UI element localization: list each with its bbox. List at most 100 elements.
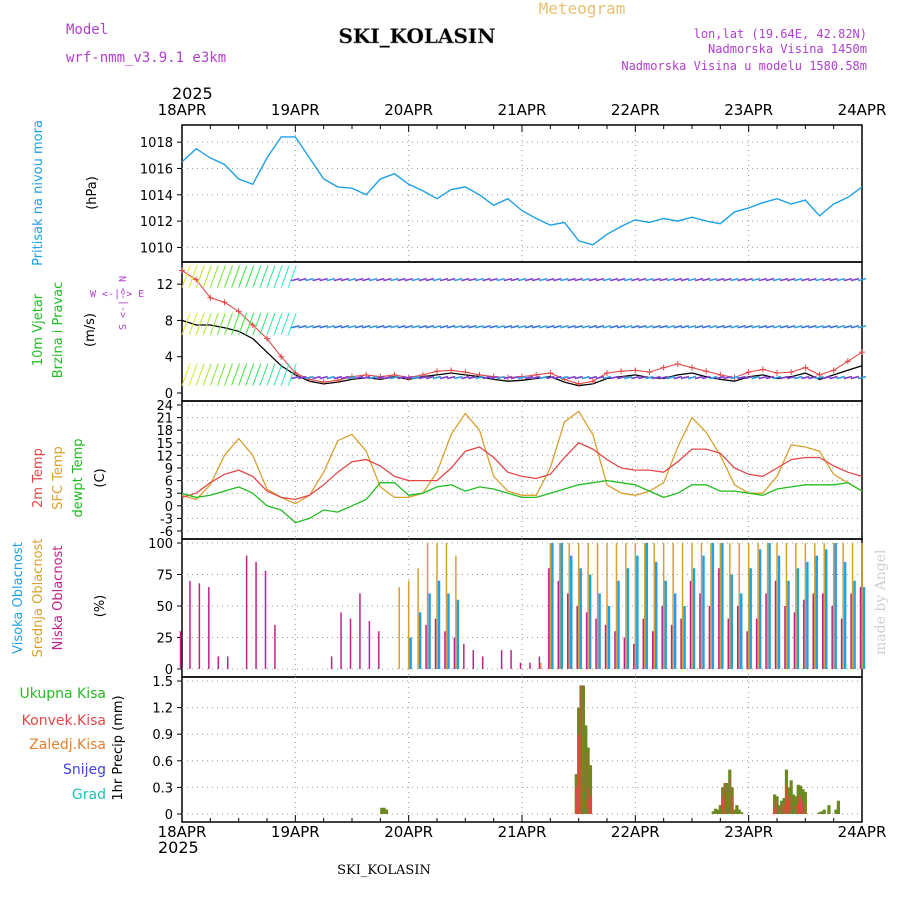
wind-barb	[425, 325, 435, 329]
wind-barb	[418, 375, 428, 380]
wind-gust-marker	[646, 369, 653, 376]
wind-barb	[553, 277, 562, 282]
wind-barb	[312, 277, 321, 282]
wind-barb	[266, 312, 276, 335]
wind-ytick-label: 4	[165, 351, 173, 366]
wind-barb	[439, 375, 449, 380]
wind-barb	[202, 363, 212, 386]
precip-total-bar	[817, 812, 822, 814]
wind-axis-label-1: 10m Vjetar	[31, 293, 46, 366]
wind-barb	[496, 277, 505, 282]
pressure-ytick-label: 1016	[140, 162, 173, 177]
wind-barb	[716, 277, 725, 282]
meteogram-label: Meteogram	[539, 0, 626, 18]
wind-barb	[857, 325, 867, 329]
wind-barb	[815, 277, 824, 282]
precip-total-bar	[714, 808, 718, 814]
precip-frame	[181, 676, 863, 823]
precip-total-bar	[384, 809, 389, 814]
wind-barb	[822, 277, 831, 282]
pressure-line	[181, 136, 863, 246]
wind-barb	[638, 325, 647, 329]
wind-barb	[273, 363, 283, 386]
wind-barb	[369, 325, 378, 329]
wind-barb	[354, 277, 364, 282]
wind-gust-marker	[844, 358, 851, 365]
wind-barb	[524, 325, 534, 329]
page-title: SKI_KOLASIN	[338, 24, 495, 48]
wind-gust-marker	[589, 378, 596, 385]
wind-barb	[181, 312, 191, 335]
wind-barb	[404, 375, 413, 380]
cloud-mid-axis-label: Srednja Oblacnost	[31, 539, 46, 658]
wind-barb	[673, 325, 683, 329]
wind-barb	[815, 325, 824, 329]
wind-barb	[510, 325, 520, 329]
wind-barb	[595, 277, 605, 282]
temperature-ytick-label: 3	[165, 487, 173, 502]
precip-conv-bar	[778, 809, 780, 814]
precip-ytick-label: 0	[165, 808, 173, 823]
wind-barb	[730, 325, 739, 329]
wind-barb	[786, 277, 796, 282]
wind-barb	[209, 363, 219, 386]
wind-barb	[616, 325, 626, 329]
wind-barb	[673, 277, 683, 282]
wind-barb	[680, 277, 690, 282]
wind-barb	[376, 325, 385, 329]
wind-gust-marker	[575, 380, 582, 387]
wind-barb	[758, 375, 768, 380]
precip-total-bar	[737, 809, 741, 814]
wind-barb	[567, 277, 576, 282]
wind-barb	[836, 277, 845, 282]
pressure-ytick-label: 1012	[140, 215, 173, 230]
dewpt-line	[181, 479, 863, 524]
wind-barb	[567, 325, 576, 329]
wind-barb	[822, 375, 831, 380]
wind-barb	[340, 277, 350, 282]
precip-conv-bar	[800, 796, 802, 814]
wind-barb	[808, 277, 817, 282]
wind-barb	[666, 325, 675, 329]
precip-total-bar	[586, 747, 590, 814]
precip-legend-item: Konvek.Kisa	[22, 713, 106, 729]
wind-barb	[446, 277, 456, 282]
wind-barb	[333, 375, 343, 380]
wind-gust-marker	[674, 360, 681, 367]
precip-total-bar	[382, 807, 386, 814]
wind-barb	[397, 375, 406, 380]
wind-barb	[496, 325, 505, 329]
wind-barb	[369, 375, 378, 380]
wind-compass-label: W <-|-> E	[90, 289, 144, 300]
wind-barb	[645, 325, 654, 329]
temperature-ytick-label: 21	[156, 412, 173, 427]
wind-barb	[195, 363, 205, 386]
wind-barb	[376, 375, 385, 380]
wind-gust-marker	[632, 367, 639, 374]
precip-conv-bar	[790, 796, 792, 814]
wind-barb	[224, 312, 233, 335]
wind-barb	[280, 363, 290, 386]
wind-barb	[709, 277, 718, 282]
wind-barb	[772, 325, 782, 329]
precip-total-bar	[822, 809, 826, 814]
wind-barb	[259, 265, 269, 288]
wind-gust-marker	[193, 276, 200, 283]
wind-barb	[333, 325, 343, 329]
pressure-axis-label: Pritisak na nivou mora	[31, 120, 46, 266]
wind-barb	[737, 375, 746, 380]
day-label-bottom: 19APR	[271, 823, 320, 841]
wind-barb	[418, 325, 428, 329]
wind-barb	[595, 325, 605, 329]
wind-barb	[624, 325, 633, 329]
precip-conv-bar	[781, 803, 783, 814]
wind-unit-label: (m/s)	[83, 313, 98, 347]
watermark: made by Angel	[873, 549, 889, 655]
wind-barb	[794, 375, 803, 380]
wind-barb	[836, 375, 845, 380]
wind-barb	[319, 277, 328, 282]
wind-barb	[765, 375, 775, 380]
pressure-unit-label: (hPa)	[85, 176, 100, 210]
wind-barb	[666, 277, 675, 282]
